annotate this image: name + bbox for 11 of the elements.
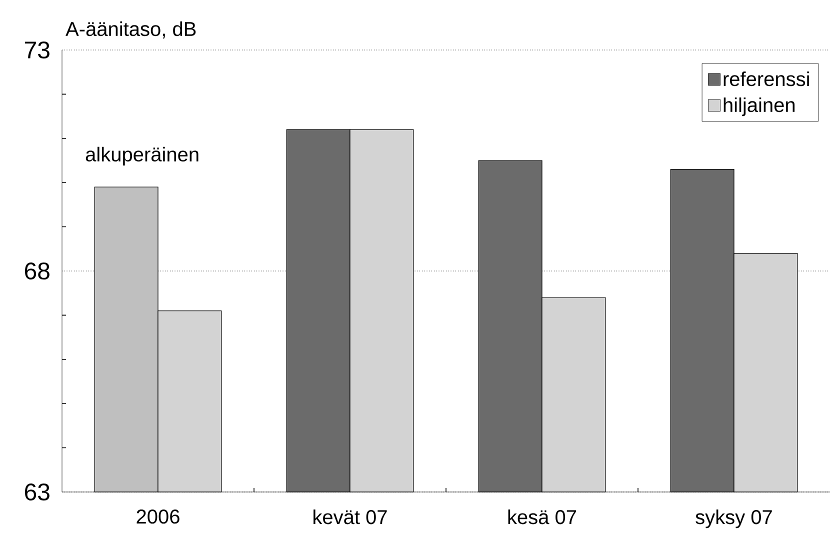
annotation: alkuperäinen — [86, 146, 198, 166]
y-tick-label: 68 — [25, 262, 50, 280]
x-tick-label: kevät 07 — [314, 510, 387, 524]
y-axis-title: A-äänitaso, dB — [66, 21, 196, 38]
x-tick-label: 2006 — [136, 510, 180, 524]
legend-label: hiljainen — [724, 97, 795, 116]
y-tick-label: 63 — [25, 483, 50, 500]
x-tick-label: syksy 07 — [696, 510, 772, 528]
legend-label: referenssi — [724, 71, 809, 86]
y-tick-label: 73 — [25, 42, 50, 58]
x-tick-label: kesä 07 — [508, 510, 576, 524]
